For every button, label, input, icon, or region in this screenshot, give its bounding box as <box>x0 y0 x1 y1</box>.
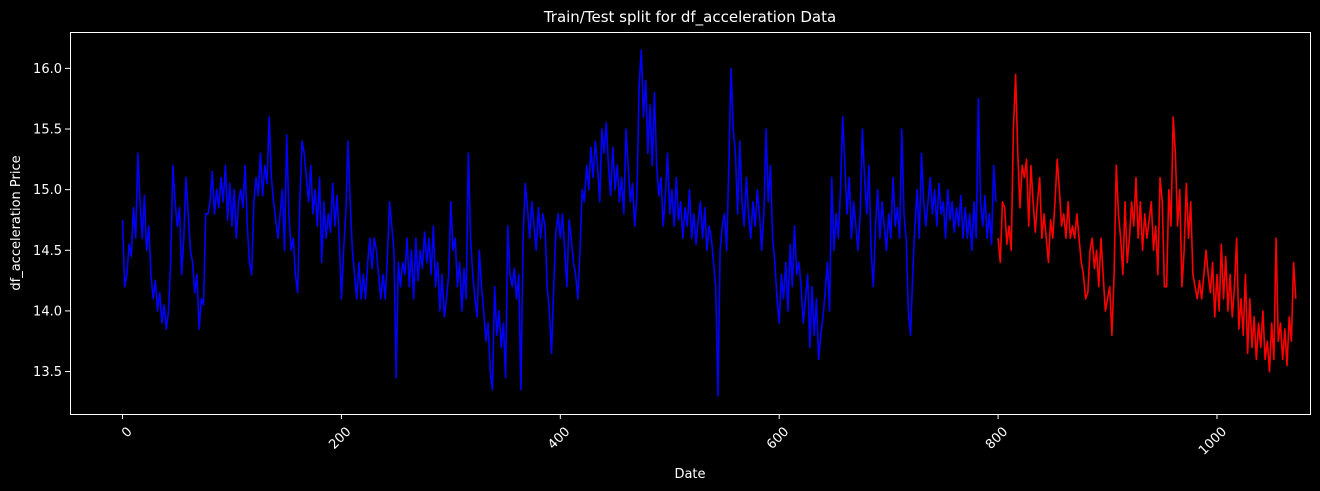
series-layer <box>121 49 1297 397</box>
y-tick-label: 16.0 <box>33 62 62 77</box>
y-tick-label: 15.5 <box>33 123 62 138</box>
series-line-2 <box>997 73 1297 373</box>
y-axis-label: df_acceleration Price <box>9 155 24 290</box>
y-axis: 13.5 14.0 14.5 15.0 15.5 16.0 <box>33 62 70 380</box>
chart-title: Train/Test split for df_acceleration Dat… <box>543 8 836 27</box>
y-tick-label: 14.0 <box>33 304 62 319</box>
plot-frame <box>70 32 1311 415</box>
series-line-1 <box>121 49 997 397</box>
x-axis-label: Date <box>674 467 705 482</box>
y-tick-label: 13.5 <box>33 365 62 380</box>
y-tick-label: 15.0 <box>33 183 62 198</box>
y-tick-label: 14.5 <box>33 244 62 259</box>
